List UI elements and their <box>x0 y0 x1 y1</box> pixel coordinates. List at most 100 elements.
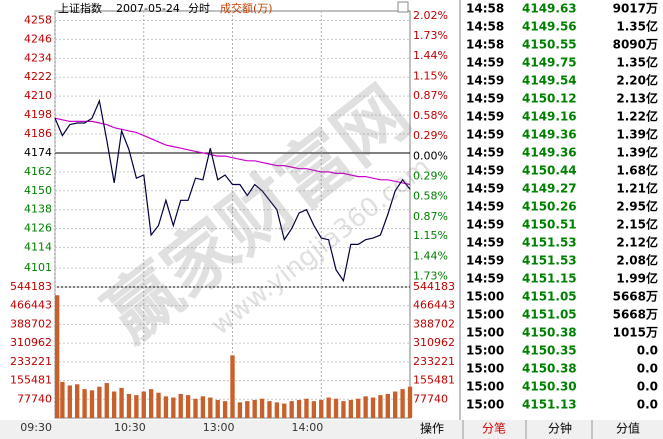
trade-volume: 2.20亿 <box>616 73 658 88</box>
trade-volume: 2.15亿 <box>616 217 658 232</box>
volume-bar <box>252 399 257 418</box>
trade-price: 4151.13 <box>522 398 577 412</box>
volume-bar <box>267 401 272 418</box>
y2-tick-label: 0.29% <box>413 129 448 142</box>
volume-bar <box>134 395 139 418</box>
y-tick-label: 4222 <box>24 70 52 83</box>
trade-time: 14:59 <box>466 146 504 160</box>
volume-bar <box>400 389 405 418</box>
trade-time: 15:00 <box>466 380 504 394</box>
price-line <box>54 117 411 186</box>
y-tick-label: 4162 <box>24 165 52 178</box>
volume-tick-label-right: 310962 <box>413 336 455 349</box>
volume-bar <box>193 398 198 418</box>
trade-price: 4149.27 <box>522 182 577 196</box>
volume-bar <box>171 397 176 418</box>
y-tick-label: 4126 <box>24 222 52 235</box>
trade-volume: 1.39亿 <box>616 145 658 160</box>
volume-bar <box>89 390 95 418</box>
tab[interactable]: 操作 <box>420 421 444 436</box>
volume-bar <box>348 399 354 418</box>
volume-bar <box>156 392 161 418</box>
volume-bar <box>141 391 146 418</box>
volume-bar <box>274 402 280 418</box>
volume-bar <box>104 383 109 418</box>
volume-bar <box>200 396 206 418</box>
trade-price: 4149.54 <box>522 74 577 88</box>
trade-price: 4151.53 <box>522 236 577 250</box>
trade-time: 15:00 <box>466 290 504 304</box>
chart-subtitle: 分时 <box>188 2 210 15</box>
trade-time: 14:58 <box>466 20 504 34</box>
volume-tick-label: 466443 <box>10 299 52 312</box>
trade-time: 14:59 <box>466 74 504 88</box>
volume-tick-label-right: 544183 <box>413 280 455 293</box>
trade-price: 4151.05 <box>522 290 577 304</box>
volume-tick-label-right: 77740 <box>413 392 448 405</box>
y-tick-label: 4101 <box>24 261 52 274</box>
trade-time: 15:00 <box>466 362 504 376</box>
volume-bar <box>178 393 183 418</box>
volume-tick-label: 388702 <box>10 317 52 330</box>
trade-time: 14:59 <box>466 164 504 178</box>
volume-bar <box>111 391 117 418</box>
trade-volume: 1.22亿 <box>616 109 658 124</box>
volume-bar <box>319 399 324 418</box>
trade-price: 4150.51 <box>522 218 577 232</box>
y2-tick-label: 0.87% <box>413 210 448 223</box>
trade-price: 4149.75 <box>522 56 577 70</box>
y-tick-label: 4198 <box>24 108 52 121</box>
volume-tick-label-right: 233221 <box>413 355 455 368</box>
trade-time: 15:00 <box>466 398 504 412</box>
trade-time: 14:59 <box>466 128 504 142</box>
trade-price: 4150.38 <box>522 326 577 340</box>
volume-tick-label: 77740 <box>17 392 52 405</box>
y2-tick-label: 0.58% <box>413 109 448 122</box>
trade-price: 4149.16 <box>522 110 577 124</box>
trade-price: 4150.30 <box>522 380 577 394</box>
trade-price: 4151.53 <box>522 254 577 268</box>
trade-volume: 0.0 <box>637 380 658 394</box>
volume-bar <box>341 401 346 418</box>
tab[interactable]: 分钟 <box>548 421 572 436</box>
volume-bar <box>75 384 80 418</box>
y2-tick-label: 0.00% <box>413 149 448 162</box>
x-tick-label: 13:00 <box>203 421 235 434</box>
trade-volume: 5668万 <box>613 308 658 322</box>
y-tick-label: 4186 <box>24 127 52 140</box>
trade-time: 15:00 <box>466 344 504 358</box>
trade-time: 14:58 <box>466 2 504 16</box>
trade-price: 4150.55 <box>522 38 577 52</box>
x-tick-label: 14:00 <box>292 421 324 434</box>
y2-tick-label: 0.87% <box>413 89 448 102</box>
bottom-bar <box>0 420 663 439</box>
chart-title: 上证指数 <box>58 1 102 15</box>
volume-bar <box>393 391 398 418</box>
volume-bar <box>82 389 87 418</box>
trade-volume: 2.08亿 <box>616 253 658 268</box>
panel-button[interactable] <box>397 1 409 13</box>
volume-bar <box>97 386 102 418</box>
trade-price: 4150.35 <box>522 344 577 358</box>
trade-volume: 2.12亿 <box>616 235 658 250</box>
volume-bar <box>407 386 413 418</box>
trade-volume: 2.13亿 <box>616 91 658 106</box>
trade-price: 4150.12 <box>522 92 577 106</box>
trade-volume: 5668万 <box>613 290 658 304</box>
y-tick-label: 4234 <box>24 51 52 64</box>
volume-bar <box>222 401 228 418</box>
volume-bar <box>370 397 376 418</box>
trade-time: 14:59 <box>466 236 504 250</box>
trade-volume: 1.35亿 <box>616 55 658 70</box>
trade-time: 14:58 <box>466 38 504 52</box>
volume-bar <box>259 398 265 418</box>
tab[interactable]: 分值 <box>616 421 640 436</box>
trade-time: 14:59 <box>466 200 504 214</box>
trade-volume: 0.0 <box>637 362 658 376</box>
volume-bar <box>304 398 309 418</box>
trade-volume: 0.0 <box>637 398 658 412</box>
y-tick-label: 4114 <box>24 241 52 254</box>
tab[interactable]: 分笔 <box>482 421 506 436</box>
trade-price: 4151.05 <box>522 308 577 322</box>
